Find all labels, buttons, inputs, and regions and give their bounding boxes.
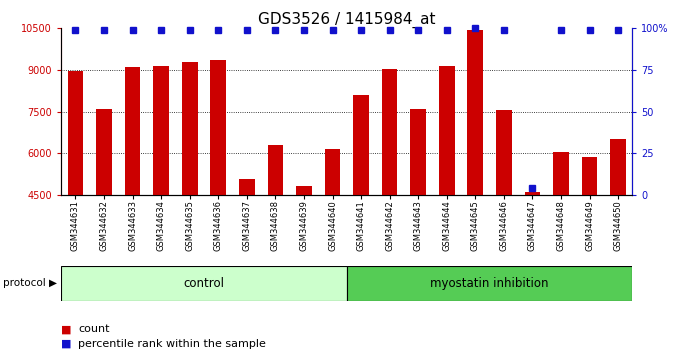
Bar [347,266,632,301]
Bar [496,110,512,195]
Text: ■: ■ [61,339,71,349]
Bar [439,66,455,195]
Bar [67,71,84,195]
Text: percentile rank within the sample: percentile rank within the sample [78,339,266,349]
Bar [267,145,284,195]
Bar [381,69,398,195]
Text: count: count [78,324,109,334]
Bar [182,62,198,195]
Bar [610,139,626,195]
Bar [410,109,426,195]
Text: ■: ■ [61,324,71,334]
Bar [581,157,598,195]
Bar [124,67,141,195]
Bar [61,266,347,301]
Bar [96,109,112,195]
Text: protocol ▶: protocol ▶ [3,278,57,288]
Bar [296,186,312,195]
Title: GDS3526 / 1415984_at: GDS3526 / 1415984_at [258,12,436,28]
Text: myostatin inhibition: myostatin inhibition [430,277,549,290]
Text: control: control [184,277,224,290]
Bar [353,95,369,195]
Bar [153,66,169,195]
Bar [324,149,341,195]
Bar [210,60,226,195]
Bar [524,193,541,195]
Bar [553,152,569,195]
Bar [467,30,483,195]
Bar [239,179,255,195]
